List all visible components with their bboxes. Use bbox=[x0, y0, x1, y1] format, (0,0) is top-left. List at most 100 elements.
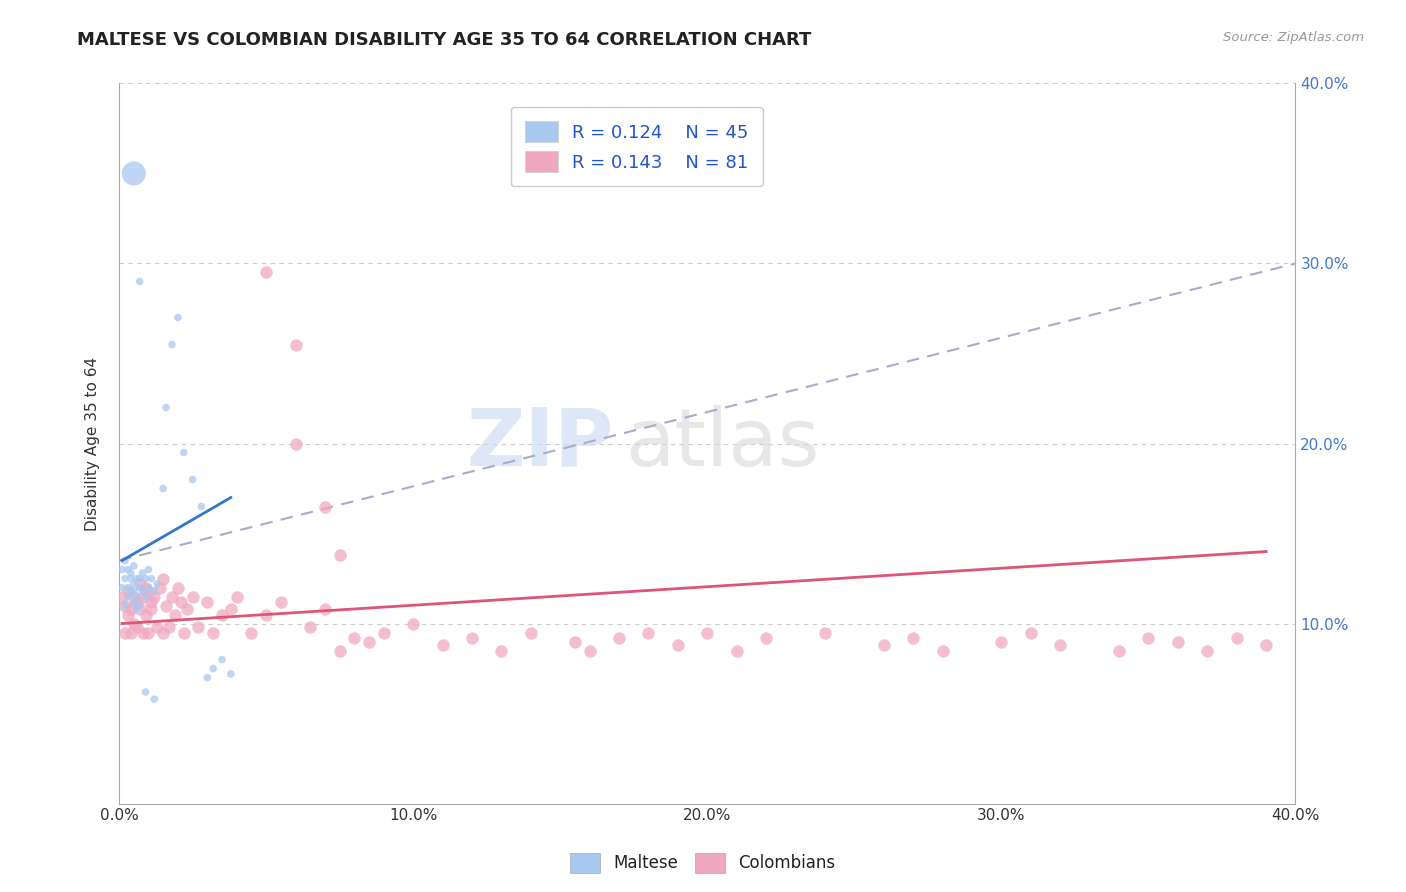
Point bbox=[114, 599, 136, 613]
Point bbox=[114, 625, 136, 640]
Point bbox=[170, 595, 193, 609]
Point bbox=[134, 581, 156, 595]
Point bbox=[373, 625, 395, 640]
Point bbox=[111, 581, 134, 595]
Point bbox=[141, 602, 163, 616]
Point bbox=[225, 590, 247, 604]
Point bbox=[219, 667, 242, 681]
Point bbox=[122, 166, 145, 180]
Point bbox=[696, 625, 718, 640]
Point bbox=[128, 572, 150, 586]
Point bbox=[125, 572, 148, 586]
Point bbox=[131, 566, 153, 581]
Point bbox=[128, 275, 150, 289]
Point bbox=[141, 572, 163, 586]
Point bbox=[299, 620, 322, 634]
Point bbox=[357, 634, 380, 648]
Point bbox=[138, 563, 160, 577]
Point bbox=[607, 631, 630, 645]
Point bbox=[160, 337, 183, 351]
Point bbox=[167, 310, 190, 325]
Point bbox=[149, 581, 172, 595]
Y-axis label: Disability Age 35 to 64: Disability Age 35 to 64 bbox=[86, 357, 100, 531]
Point bbox=[117, 607, 139, 622]
Point bbox=[254, 265, 277, 279]
Point bbox=[725, 643, 748, 657]
Point bbox=[131, 584, 153, 599]
Point bbox=[461, 631, 484, 645]
Point bbox=[152, 572, 174, 586]
Point bbox=[125, 590, 148, 604]
Point bbox=[578, 643, 600, 657]
Point bbox=[666, 638, 689, 652]
Point bbox=[152, 482, 174, 496]
Point bbox=[122, 616, 145, 631]
Point bbox=[314, 500, 336, 514]
Point bbox=[564, 634, 586, 648]
Point bbox=[181, 473, 204, 487]
Point bbox=[990, 634, 1012, 648]
Point bbox=[111, 563, 134, 577]
Point bbox=[143, 584, 166, 599]
Point bbox=[143, 590, 166, 604]
Point bbox=[343, 631, 366, 645]
Point bbox=[1137, 631, 1160, 645]
Point bbox=[219, 602, 242, 616]
Point bbox=[131, 625, 153, 640]
Point bbox=[195, 595, 218, 609]
Point bbox=[814, 625, 837, 640]
Point bbox=[270, 595, 292, 609]
Point bbox=[146, 620, 169, 634]
Point bbox=[120, 602, 142, 616]
Point bbox=[128, 599, 150, 613]
Point bbox=[1108, 643, 1130, 657]
Point bbox=[125, 602, 148, 616]
Point bbox=[143, 692, 166, 706]
Point bbox=[314, 602, 336, 616]
Point bbox=[114, 553, 136, 567]
Legend: Maltese, Colombians: Maltese, Colombians bbox=[564, 847, 842, 880]
Point bbox=[187, 620, 209, 634]
Legend: R = 0.124    N = 45, R = 0.143    N = 81: R = 0.124 N = 45, R = 0.143 N = 81 bbox=[510, 107, 763, 186]
Point bbox=[134, 607, 156, 622]
Point bbox=[128, 577, 150, 591]
Point bbox=[122, 577, 145, 591]
Point bbox=[111, 590, 134, 604]
Point bbox=[155, 599, 177, 613]
Point bbox=[120, 625, 142, 640]
Point bbox=[1254, 638, 1277, 652]
Point bbox=[202, 625, 225, 640]
Point bbox=[125, 595, 148, 609]
Point bbox=[122, 590, 145, 604]
Point bbox=[122, 584, 145, 599]
Point bbox=[138, 581, 160, 595]
Text: MALTESE VS COLOMBIAN DISABILITY AGE 35 TO 64 CORRELATION CHART: MALTESE VS COLOMBIAN DISABILITY AGE 35 T… bbox=[77, 31, 811, 49]
Point bbox=[284, 337, 307, 351]
Point bbox=[181, 590, 204, 604]
Point bbox=[160, 590, 183, 604]
Point bbox=[117, 563, 139, 577]
Point bbox=[117, 581, 139, 595]
Point bbox=[120, 572, 142, 586]
Point bbox=[432, 638, 454, 652]
Point bbox=[329, 643, 352, 657]
Text: ZIP: ZIP bbox=[465, 405, 613, 483]
Point bbox=[1167, 634, 1189, 648]
Point bbox=[128, 602, 150, 616]
Point bbox=[176, 602, 198, 616]
Point bbox=[329, 548, 352, 562]
Point bbox=[195, 671, 218, 685]
Point bbox=[402, 616, 425, 631]
Point bbox=[254, 607, 277, 622]
Point bbox=[155, 401, 177, 415]
Point bbox=[134, 572, 156, 586]
Point bbox=[134, 590, 156, 604]
Point bbox=[173, 625, 195, 640]
Point bbox=[128, 581, 150, 595]
Point bbox=[491, 643, 513, 657]
Text: atlas: atlas bbox=[624, 405, 820, 483]
Point bbox=[873, 638, 896, 652]
Point bbox=[901, 631, 924, 645]
Point bbox=[202, 662, 225, 676]
Point bbox=[134, 685, 156, 699]
